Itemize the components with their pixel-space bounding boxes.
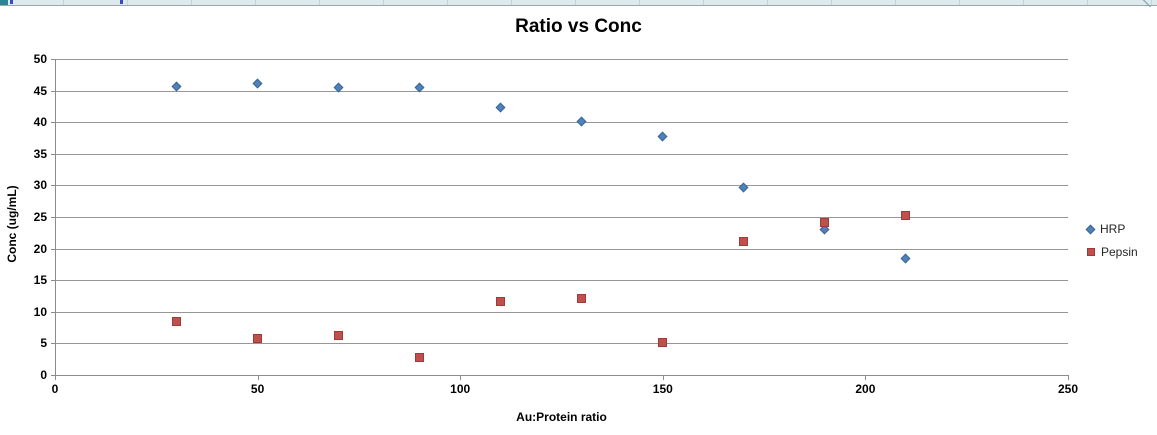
chart-legend[interactable]: HRP Pepsin [1085, 222, 1138, 268]
y-axis-title: Conc (ug/mL) [5, 185, 19, 263]
y-tick-35 [51, 153, 55, 155]
x-tick-label-200: 200 [855, 382, 876, 396]
selected-cell-fragment[interactable] [0, 0, 8, 5]
x-tick-250 [1068, 376, 1069, 380]
y-tick-label-25: 25 [33, 210, 47, 224]
x-axis-line [55, 375, 1069, 376]
x-tick-150 [662, 376, 664, 380]
x-tick-label-150: 150 [652, 382, 673, 396]
clipped-cell-text [120, 0, 123, 4]
x-tick-0 [55, 376, 56, 380]
gridline-y-45 [55, 90, 1068, 92]
y-tick-label-10: 10 [33, 304, 47, 319]
y-tick-label-15: 15 [33, 273, 47, 288]
gridline-y-20 [55, 248, 1068, 250]
y-tick-label-20: 20 [33, 241, 47, 256]
chart-area[interactable]: Ratio vs Conc 0 5 10 15 20 25 30 35 40 45 50 0 50 100… [0, 7, 1157, 435]
y-tick-45 [51, 90, 55, 92]
legend-label-pepsin: Pepsin [1101, 245, 1138, 259]
x-tick-100 [460, 376, 462, 380]
gridline-y-50 [55, 59, 1068, 60]
y-tick-label-45: 45 [33, 83, 47, 98]
y-tick-0 [51, 375, 55, 376]
pepsin-data-point[interactable] [334, 331, 344, 341]
legend-entry-hrp[interactable]: HRP [1085, 222, 1138, 236]
x-tick-200 [865, 376, 867, 380]
pepsin-data-point[interactable] [739, 237, 749, 247]
hrp-data-point[interactable] [252, 78, 263, 88]
legend-label-hrp: HRP [1100, 222, 1126, 236]
gridline-y-5 [55, 343, 1068, 345]
square-marker-icon [1087, 248, 1095, 256]
pepsin-data-point[interactable] [172, 317, 182, 327]
hrp-data-point[interactable] [576, 116, 587, 127]
pepsin-data-point[interactable] [253, 334, 263, 344]
pepsin-data-point[interactable] [496, 297, 506, 307]
legend-entry-pepsin[interactable]: Pepsin [1087, 245, 1138, 259]
y-tick-30 [51, 185, 55, 187]
gridline-y-10 [55, 311, 1068, 313]
gridline-y-15 [55, 280, 1068, 282]
x-tick-label-50: 50 [250, 382, 265, 396]
chart-title: Ratio vs Conc [515, 16, 642, 37]
pepsin-data-point[interactable] [577, 294, 587, 304]
spreadsheet-row[interactable] [0, 0, 1157, 9]
y-tick-50 [51, 59, 55, 60]
gridline-y-25 [55, 217, 1068, 218]
y-tick-20 [51, 248, 55, 250]
y-tick-label-0: 0 [40, 368, 47, 382]
y-axis-line [55, 59, 56, 375]
gridline-y-30 [55, 185, 1068, 187]
x-tick-label-100: 100 [450, 382, 471, 396]
y-tick-label-30: 30 [33, 178, 47, 193]
pepsin-data-point[interactable] [415, 353, 425, 363]
y-tick-10 [51, 311, 55, 313]
y-tick-15 [51, 280, 55, 282]
x-axis-title: Au:Protein ratio [516, 410, 607, 424]
x-tick-label-0: 0 [51, 382, 59, 396]
y-tick-25 [51, 217, 55, 218]
hrp-data-point[interactable] [900, 253, 911, 264]
hrp-data-point[interactable] [657, 131, 668, 142]
pepsin-data-point[interactable] [658, 337, 668, 347]
pepsin-data-point[interactable] [901, 211, 911, 221]
y-tick-40 [51, 122, 55, 124]
x-tick-label-250: 250 [1057, 382, 1079, 396]
diamond-marker-icon [1085, 224, 1096, 234]
hrp-data-point[interactable] [495, 102, 506, 112]
y-tick-label-5: 5 [40, 336, 47, 351]
x-tick-50 [257, 376, 259, 380]
pepsin-data-point[interactable] [820, 217, 830, 227]
y-tick-5 [51, 343, 55, 345]
y-tick-label-35: 35 [33, 146, 47, 161]
gridline-y-35 [55, 153, 1068, 155]
clipped-cell-text [10, 0, 13, 4]
y-tick-label-40: 40 [33, 115, 47, 130]
y-tick-label-50: 50 [33, 52, 47, 66]
gridline-y-40 [55, 122, 1068, 124]
